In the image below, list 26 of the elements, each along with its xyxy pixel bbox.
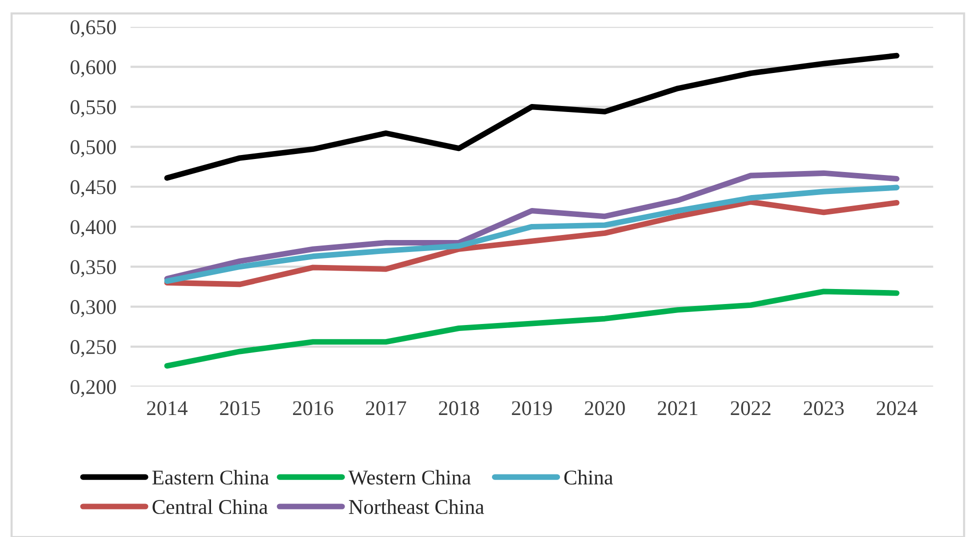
y-tick-label: 0,450 xyxy=(70,180,116,198)
x-tick-label: 2015 xyxy=(220,401,260,416)
y-tick-label: 0,600 xyxy=(70,60,116,78)
y-tick-label: 0,250 xyxy=(70,340,116,358)
x-tick-label: 2017 xyxy=(366,401,406,416)
x-tick-label: 2014 xyxy=(147,401,188,416)
x-tick-label: 2019 xyxy=(512,401,552,416)
y-tick-label: 0,350 xyxy=(70,260,116,278)
y-tick-label: 0,550 xyxy=(70,100,116,118)
legend-label: China xyxy=(564,470,613,485)
y-tick-label: 0,400 xyxy=(70,220,116,238)
y-tick-label: 0,500 xyxy=(70,140,116,158)
x-tick-label: 2022 xyxy=(730,401,770,416)
y-tick-label: 0,650 xyxy=(70,20,116,38)
x-tick-label: 2024 xyxy=(876,401,918,416)
legend-label: Central China xyxy=(152,499,268,514)
y-tick-label: 0,200 xyxy=(70,380,116,398)
x-tick-label: 2023 xyxy=(804,401,844,416)
legend-label: Eastern China xyxy=(152,470,269,485)
y-tick-label: 0,300 xyxy=(70,300,116,318)
legend-label: Northeast China xyxy=(348,499,484,514)
x-tick-label: 2018 xyxy=(438,401,479,416)
legend-label: Western China xyxy=(348,470,471,485)
x-tick-label: 2016 xyxy=(293,401,334,416)
x-tick-label: 2020 xyxy=(584,401,625,416)
x-tick-label: 2021 xyxy=(658,401,698,416)
